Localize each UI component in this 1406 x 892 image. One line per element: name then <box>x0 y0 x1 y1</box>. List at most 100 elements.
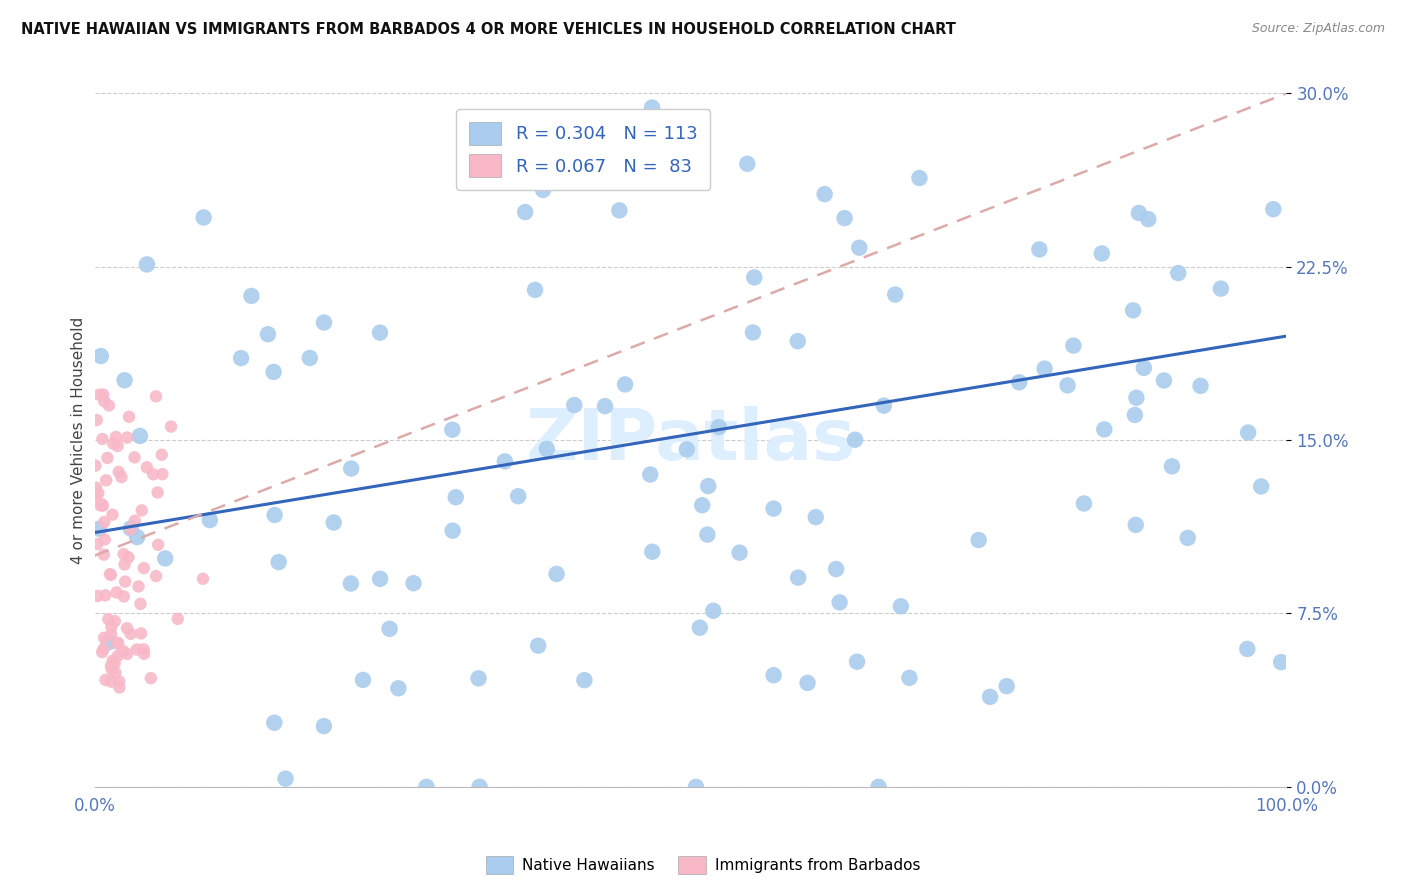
Point <box>638 467 661 482</box>
Point <box>191 572 214 586</box>
Legend: Native Hawaiians, Immigrants from Barbados: Native Hawaiians, Immigrants from Barbad… <box>479 850 927 880</box>
Point <box>1008 376 1031 390</box>
Point <box>352 673 374 687</box>
Point <box>104 656 127 670</box>
Point <box>132 647 155 661</box>
Point <box>1250 479 1272 493</box>
Point <box>312 719 335 733</box>
Point <box>198 513 221 527</box>
Point <box>100 620 122 634</box>
Point <box>146 538 169 552</box>
Point <box>527 639 550 653</box>
Point <box>257 327 280 342</box>
Point <box>685 780 707 794</box>
Point <box>94 673 117 687</box>
Point <box>100 674 122 689</box>
Point <box>441 524 464 538</box>
Point <box>101 508 124 522</box>
Point <box>89 388 111 402</box>
Point <box>1237 425 1260 440</box>
Point <box>1028 243 1050 257</box>
Point <box>136 257 159 271</box>
Point <box>193 211 215 225</box>
Point <box>118 409 141 424</box>
Point <box>100 628 122 642</box>
Point <box>368 326 391 340</box>
Point <box>93 631 115 645</box>
Point <box>240 289 263 303</box>
Point <box>105 585 128 599</box>
Point <box>1092 422 1115 436</box>
Point <box>97 612 120 626</box>
Point <box>105 636 128 650</box>
Point <box>98 567 121 582</box>
Point <box>115 621 138 635</box>
Point <box>1125 517 1147 532</box>
Point <box>786 334 808 348</box>
Point <box>1128 206 1150 220</box>
Point <box>107 648 129 663</box>
Point <box>702 604 724 618</box>
Point <box>494 454 516 468</box>
Point <box>562 398 585 412</box>
Point <box>690 498 713 512</box>
Point <box>1133 360 1156 375</box>
Point <box>979 690 1001 704</box>
Point <box>112 644 135 658</box>
Point <box>689 621 711 635</box>
Point <box>128 579 150 593</box>
Point <box>93 642 115 657</box>
Point <box>263 365 285 379</box>
Point <box>84 458 107 473</box>
Point <box>825 562 848 576</box>
Point <box>814 187 837 202</box>
Point <box>114 558 136 572</box>
Point <box>96 473 118 487</box>
Point <box>114 574 136 589</box>
Point <box>467 671 489 685</box>
Point <box>229 351 252 365</box>
Point <box>707 420 730 434</box>
Point <box>124 450 146 465</box>
Point <box>515 205 537 219</box>
Point <box>86 537 108 551</box>
Point <box>125 642 148 657</box>
Point <box>796 676 818 690</box>
Point <box>103 436 125 450</box>
Point <box>120 627 142 641</box>
Point <box>90 499 112 513</box>
Point <box>762 668 785 682</box>
Point <box>153 551 176 566</box>
Point <box>104 665 127 680</box>
Point <box>787 571 810 585</box>
Point <box>90 497 112 511</box>
Point <box>834 211 856 226</box>
Point <box>97 399 120 413</box>
Point <box>107 465 129 479</box>
Point <box>741 326 763 340</box>
Point <box>108 681 131 695</box>
Point <box>312 316 335 330</box>
Point <box>97 635 120 649</box>
Text: Source: ZipAtlas.com: Source: ZipAtlas.com <box>1251 22 1385 36</box>
Point <box>531 183 554 197</box>
Point <box>1209 282 1232 296</box>
Point <box>267 555 290 569</box>
Point <box>84 489 107 503</box>
Point <box>675 442 697 457</box>
Point <box>107 636 129 650</box>
Point <box>1073 496 1095 510</box>
Point <box>146 485 169 500</box>
Y-axis label: 4 or more Vehicles in Household: 4 or more Vehicles in Household <box>72 317 86 564</box>
Point <box>101 654 124 668</box>
Point <box>546 566 568 581</box>
Point <box>84 481 107 495</box>
Point <box>298 351 321 365</box>
Point <box>100 659 122 673</box>
Point <box>536 442 558 456</box>
Point <box>995 679 1018 693</box>
Point <box>444 490 467 504</box>
Point <box>142 467 165 482</box>
Point <box>742 270 765 285</box>
Point <box>120 522 142 536</box>
